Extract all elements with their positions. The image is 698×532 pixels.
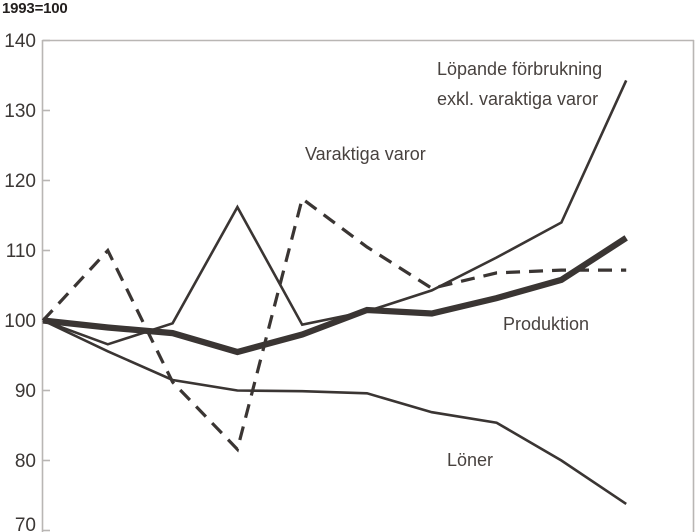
annotation-lopande-line2: exkl. varaktiga varor [437,89,598,109]
chart-series [41,79,628,505]
annotation-varaktiga-varor: Varaktiga varor [305,144,426,164]
y-tick-label-80: 80 [15,451,36,472]
annotation-loner: Löner [447,450,493,470]
series-line-lopande-forbrukning [42,79,628,346]
chart-axes: 140 130 120 110 100 90 80 70 [4,31,695,532]
series-line-loner [42,319,627,505]
page-title: 1993=100 [2,0,68,17]
annotation-produktion: Produktion [503,314,589,334]
y-tick-label-140: 140 [4,31,36,52]
series-line-produktion [42,235,628,356]
annotation-lopande-line1: Löpande förbrukning [437,59,602,79]
y-tick-label-70: 70 [15,515,36,532]
y-tick-label-100: 100 [4,311,36,332]
y-tick-label-120: 120 [4,171,36,192]
y-tick-label-130: 130 [4,101,36,122]
y-ticks [42,39,50,532]
chart-annotations: Löpande förbrukning exkl. varaktiga varo… [305,59,602,470]
series-line-varaktiga-varor [41,195,627,453]
y-tick-label-110: 110 [6,241,36,262]
y-tick-label-90: 90 [15,381,36,402]
y-tick-labels: 140 130 120 110 100 90 80 70 [4,31,36,532]
